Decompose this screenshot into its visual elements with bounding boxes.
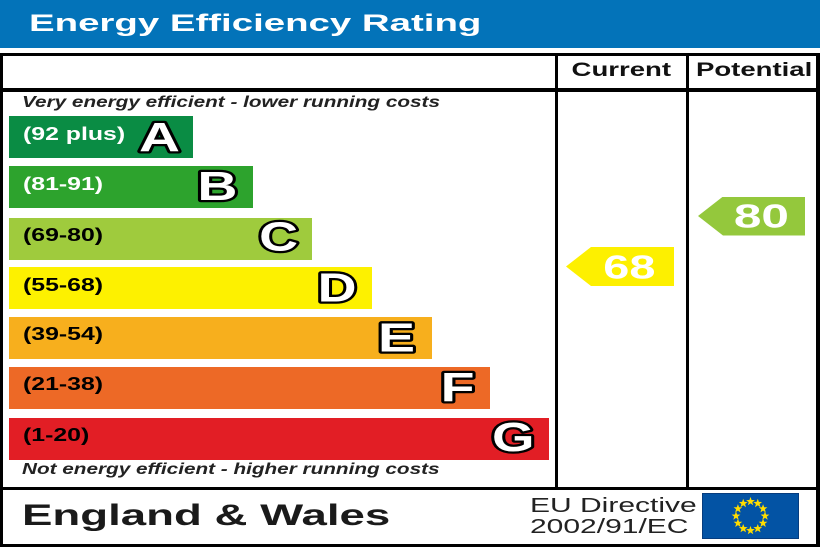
svg-text:E: E bbox=[378, 316, 415, 361]
svg-text:D: D bbox=[318, 266, 357, 311]
svg-text:F: F bbox=[441, 366, 475, 411]
svg-text:A: A bbox=[139, 115, 180, 160]
svg-text:C: C bbox=[259, 215, 298, 260]
svg-text:G: G bbox=[492, 415, 535, 460]
svg-text:B: B bbox=[197, 164, 237, 209]
